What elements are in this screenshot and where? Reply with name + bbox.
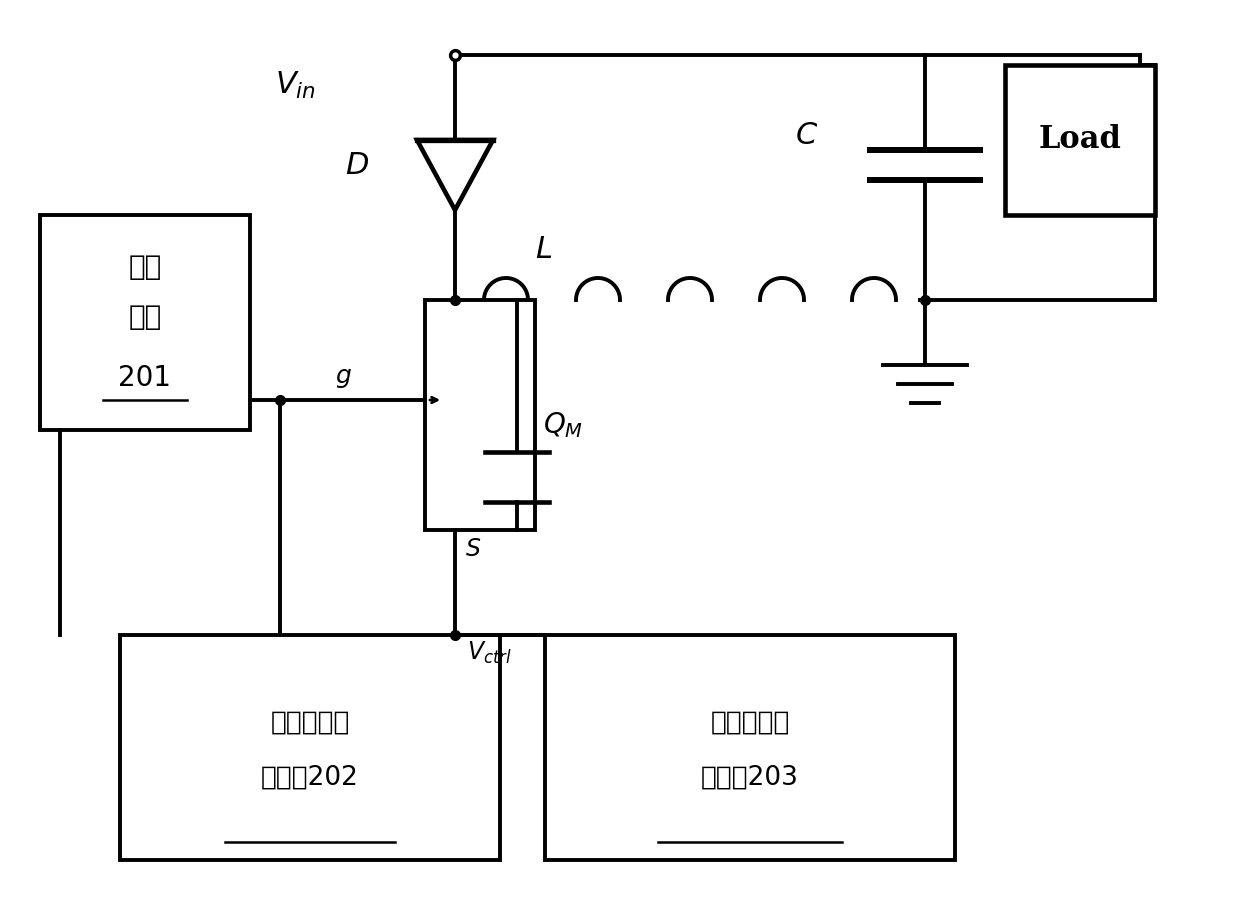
Text: 箝位: 箝位 — [129, 253, 161, 282]
Text: $V_{ctrl}$: $V_{ctrl}$ — [467, 640, 512, 666]
Bar — [120, 635, 500, 860]
Bar — [425, 300, 534, 530]
Text: 谷底电压检: 谷底电压检 — [270, 709, 350, 736]
Text: 201: 201 — [119, 363, 171, 392]
Bar — [40, 215, 250, 430]
Text: $S$: $S$ — [465, 538, 481, 561]
Text: $g$: $g$ — [335, 367, 352, 390]
Text: Load: Load — [1039, 124, 1121, 156]
Text: 源极电压控: 源极电压控 — [711, 709, 790, 736]
Bar — [1004, 65, 1154, 215]
Text: $V_{in}$: $V_{in}$ — [275, 70, 316, 101]
Text: $D$: $D$ — [345, 149, 370, 180]
Bar — [546, 635, 955, 860]
Text: $C$: $C$ — [795, 120, 818, 150]
Text: 电路: 电路 — [129, 304, 161, 331]
Text: $L$: $L$ — [534, 234, 552, 265]
Text: 制电路203: 制电路203 — [701, 765, 799, 791]
Text: 测电路202: 测电路202 — [262, 765, 358, 791]
Text: $Q_M$: $Q_M$ — [543, 410, 583, 440]
